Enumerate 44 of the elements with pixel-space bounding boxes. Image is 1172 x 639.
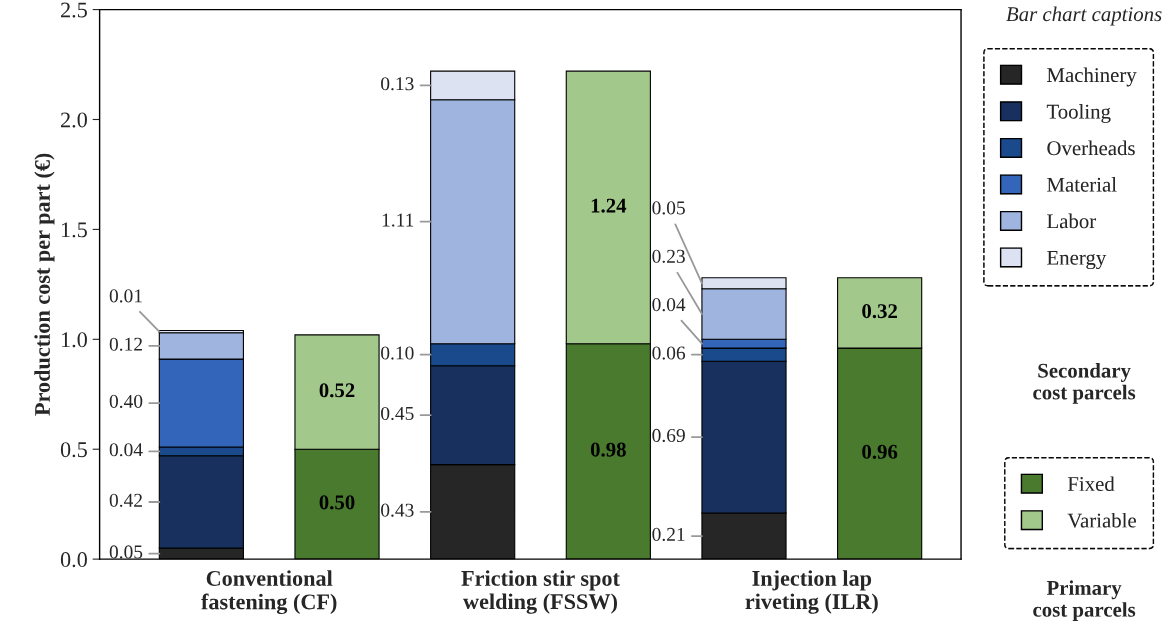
y-tick-label: 0.5 bbox=[60, 442, 87, 458]
y-tick-label: 2.5 bbox=[61, 2, 87, 18]
data-label: 1.11 bbox=[382, 213, 414, 227]
y-tick-label: 1.5 bbox=[61, 222, 87, 238]
legend-label: Fixed bbox=[1067, 476, 1115, 492]
data-label: 0.05 bbox=[109, 545, 143, 559]
legend-label: Material bbox=[1047, 177, 1117, 192]
text: Primary cost parcels bbox=[1033, 580, 1136, 622]
text: Bar chart captions bbox=[1006, 6, 1162, 26]
data-label: 0.52 bbox=[319, 383, 355, 398]
data-label: 0.42 bbox=[109, 493, 142, 507]
data-label: 0.45 bbox=[381, 406, 414, 421]
data-label: 0.06 bbox=[652, 346, 686, 360]
data-label: 0.05 bbox=[652, 201, 685, 215]
legend-label: Variable bbox=[1067, 512, 1136, 528]
x-tick-label: Injection lap riveting (ILR) bbox=[745, 570, 878, 614]
legend-label: Labor bbox=[1047, 213, 1097, 229]
legend-label: Tooling bbox=[1046, 104, 1111, 123]
data-label: 0.04 bbox=[652, 298, 686, 312]
text: Secondary cost parcels bbox=[1033, 363, 1136, 404]
y-tick-label: 0.0 bbox=[60, 552, 87, 568]
data-label: 0.96 bbox=[862, 444, 898, 459]
data-label: 0.40 bbox=[109, 394, 143, 409]
data-label: 1.24 bbox=[591, 198, 627, 213]
x-tick-label: Friction stir spot welding (FSSW) bbox=[461, 570, 620, 614]
y-tick-label: 1.0 bbox=[61, 332, 87, 348]
data-label: 0.21 bbox=[652, 527, 685, 541]
legend-label: Overheads bbox=[1047, 140, 1135, 156]
data-label: 0.12 bbox=[109, 337, 142, 351]
y-axis-title: Production cost per part (€) bbox=[34, 153, 55, 416]
y-tick-label: 2.0 bbox=[61, 112, 87, 128]
data-label: 0.01 bbox=[109, 289, 142, 303]
x-tick-label: Conventional fastening (CF) bbox=[201, 570, 337, 615]
legend-label: Energy bbox=[1047, 250, 1107, 270]
data-label: 0.98 bbox=[590, 442, 626, 457]
data-label: 0.23 bbox=[652, 249, 685, 263]
data-label: 0.43 bbox=[381, 503, 414, 517]
data-label: 0.32 bbox=[862, 304, 897, 319]
data-label: 0.50 bbox=[319, 495, 355, 510]
data-label: 0.69 bbox=[652, 428, 685, 443]
data-label: 0.13 bbox=[381, 77, 414, 91]
data-label: 0.10 bbox=[381, 346, 414, 360]
data-label: 0.04 bbox=[109, 443, 143, 457]
legend-label: Machinery bbox=[1047, 67, 1137, 87]
